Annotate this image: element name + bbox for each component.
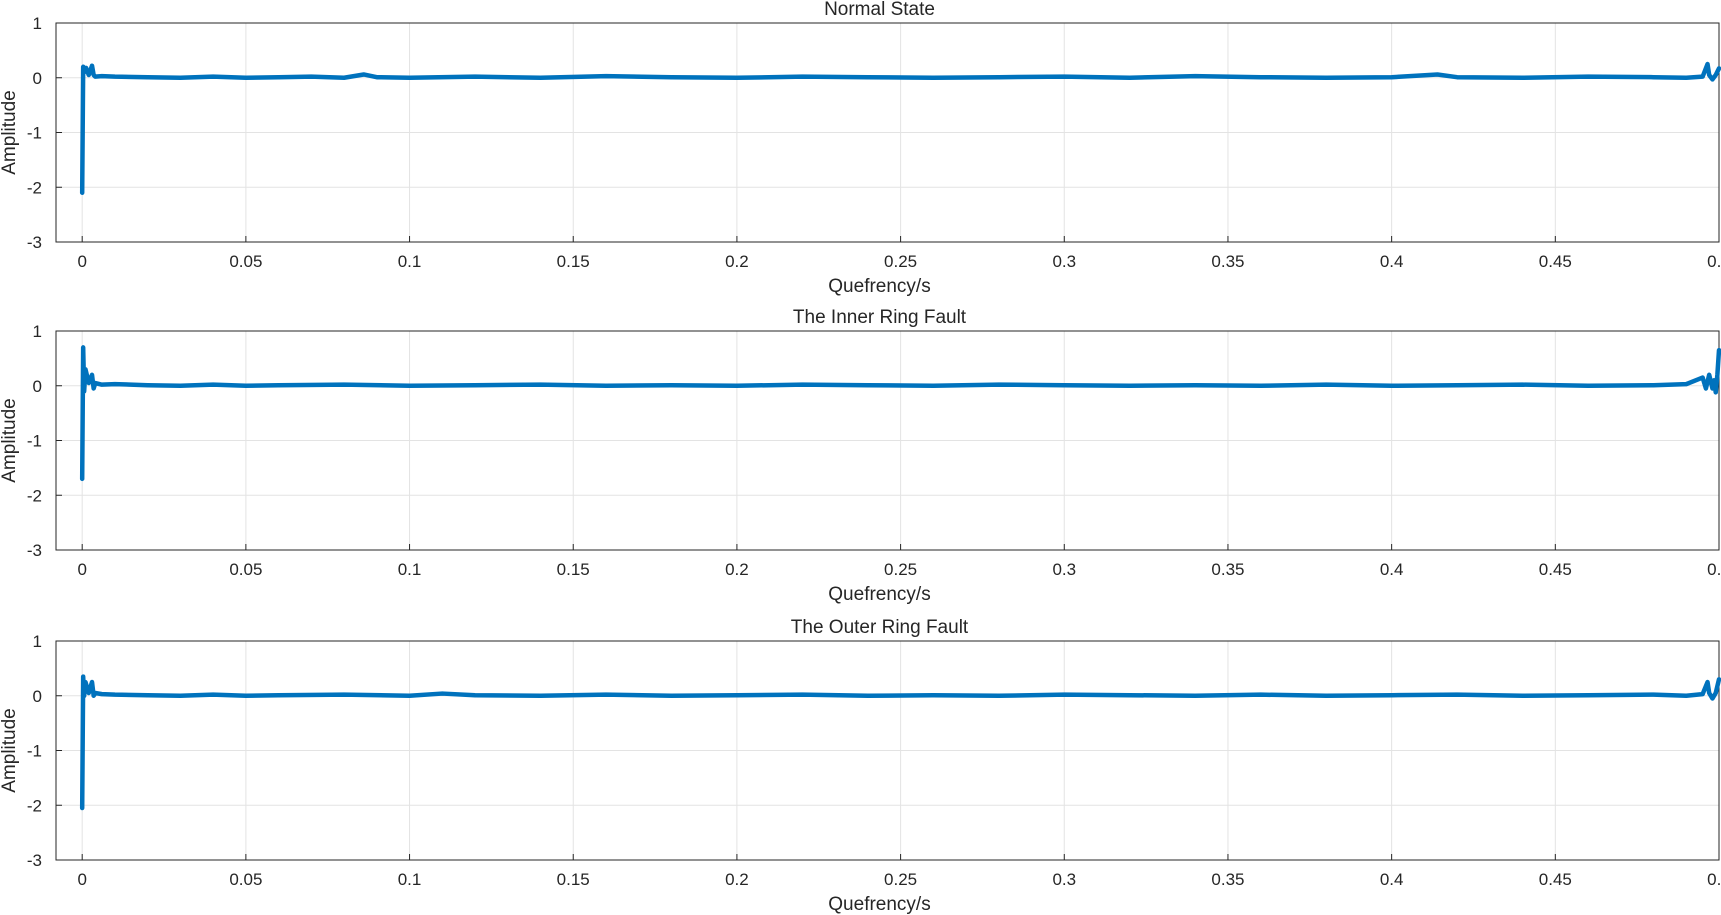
y-tick-label: -2 (27, 486, 42, 505)
signal-line (79, 674, 1721, 811)
y-axis-label: Amplitude (0, 90, 20, 175)
x-tick-label: 0.25 (884, 560, 917, 579)
x-tick-label: 0.4 (1380, 252, 1404, 271)
plot-title: The Inner Ring Fault (793, 307, 967, 328)
x-tick-label: 0.15 (557, 560, 590, 579)
signal-line (79, 345, 1721, 482)
x-tick-label: 0.1 (398, 870, 422, 889)
y-tick-label: 1 (33, 632, 42, 651)
y-tick-label: -1 (27, 742, 42, 761)
y-axis-label: Amplitude (0, 398, 20, 483)
x-tick-label: 0.5 (1707, 252, 1721, 271)
x-tick-label: 0.3 (1052, 252, 1076, 271)
x-tick-label: 0.15 (557, 870, 590, 889)
x-tick-label: 0.5 (1707, 560, 1721, 579)
y-tick-label: 1 (33, 322, 42, 341)
x-tick-label: 0.45 (1539, 252, 1572, 271)
x-tick-label: 0.25 (884, 252, 917, 271)
subplot-1: 0 0.05 0.1 0.15 0.2 0.25 0.3 0.35 0.4 0.45 0.5 1 0 -1… (0, 0, 1721, 297)
x-tick-label: 0.45 (1539, 870, 1572, 889)
signal-line (79, 61, 1721, 195)
x-tick-label: 0.2 (725, 870, 749, 889)
plot-title: Normal State (824, 0, 935, 20)
x-tick-label: 0.35 (1211, 870, 1244, 889)
y-tick-label: -3 (27, 541, 42, 560)
x-tick-label: 0.05 (229, 252, 262, 271)
y-tick-label: -2 (27, 178, 42, 197)
x-tick-label: 0.3 (1052, 560, 1076, 579)
y-axis-label: Amplitude (0, 708, 20, 793)
x-tick-label: 0 (77, 560, 86, 579)
x-tick-label: 0.2 (725, 252, 749, 271)
x-tick-label: 0.45 (1539, 560, 1572, 579)
y-tick-label: 0 (33, 377, 42, 396)
x-tick-label: 0.15 (557, 252, 590, 271)
y-tick-label: -3 (27, 851, 42, 870)
x-tick-label: 0.25 (884, 870, 917, 889)
x-tick-label: 0.5 (1707, 870, 1721, 889)
x-tick-label: 0.05 (229, 560, 262, 579)
subplot-2: 0 0.05 0.1 0.15 0.2 0.25 0.3 0.35 0.4 0.45 0.5 1 0 -1… (0, 307, 1721, 605)
y-tick-label: 0 (33, 687, 42, 706)
x-tick-label: 0.1 (398, 560, 422, 579)
x-tick-label: 0.35 (1211, 560, 1244, 579)
x-tick-label: 0.3 (1052, 870, 1076, 889)
x-tick-label: 0.1 (398, 252, 422, 271)
y-tick-label: -3 (27, 233, 42, 252)
x-axis-label: Quefrency/s (828, 894, 930, 915)
x-tick-label: 0.2 (725, 560, 749, 579)
x-axis-label: Quefrency/s (828, 276, 930, 297)
y-tick-label: -1 (27, 432, 42, 451)
x-tick-label: 0.35 (1211, 252, 1244, 271)
y-tick-label: -1 (27, 124, 42, 143)
x-tick-label: 0 (77, 252, 86, 271)
subplot-3: 0 0.05 0.1 0.15 0.2 0.25 0.3 0.35 0.4 0.45 0.5 1 0 -1… (0, 617, 1721, 915)
x-tick-label: 0.4 (1380, 870, 1404, 889)
x-tick-label: 0 (77, 870, 86, 889)
x-axis-label: Quefrency/s (828, 584, 930, 605)
y-tick-label: 1 (33, 14, 42, 33)
y-tick-label: 0 (33, 69, 42, 88)
x-tick-label: 0.4 (1380, 560, 1404, 579)
plot-title: The Outer Ring Fault (791, 617, 969, 638)
y-tick-label: -2 (27, 796, 42, 815)
x-tick-label: 0.05 (229, 870, 262, 889)
